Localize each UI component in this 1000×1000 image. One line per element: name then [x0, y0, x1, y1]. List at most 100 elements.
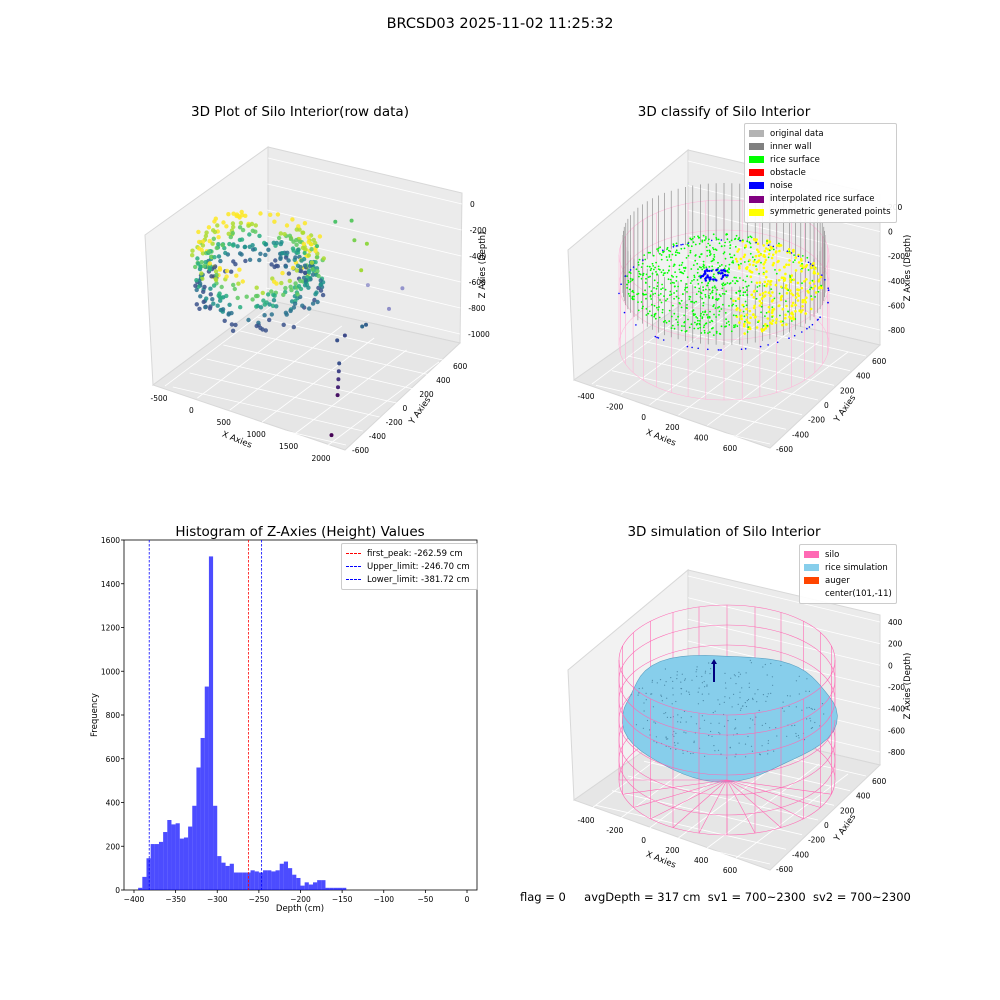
rice-surface-point: [709, 310, 711, 313]
x-tick-label: −400: [124, 895, 145, 904]
symmetric-point: [754, 254, 758, 258]
surface-point: [250, 297, 255, 302]
surface-point: [275, 212, 281, 217]
rice-surface-point: [734, 245, 737, 248]
rice-mesh-point: [643, 710, 645, 712]
x-tick-label: -400: [577, 816, 594, 825]
rice-surface-point: [649, 269, 652, 272]
rice-surface-point: [806, 256, 809, 259]
rice-mesh-point: [651, 693, 653, 695]
rice-surface-point: [675, 318, 678, 321]
rice-mesh-point: [772, 684, 774, 686]
noise-point: [642, 259, 644, 261]
rice-surface-point: [645, 297, 647, 300]
surface-point: [321, 256, 326, 261]
reference-lines: [148, 540, 263, 890]
surface-point: [209, 254, 214, 259]
surface-point: [213, 269, 219, 274]
surface-point: [217, 291, 222, 296]
rice-surface-point: [715, 332, 718, 334]
rice-mesh-point: [808, 690, 811, 693]
rice-surface-point: [743, 247, 746, 249]
x-tick-label: 200: [665, 846, 680, 855]
rice-surface-point: [698, 242, 701, 245]
y-tick-label: 1000: [101, 667, 120, 676]
rice-surface-point: [755, 297, 758, 300]
symmetric-point: [819, 275, 823, 279]
rice-surface-point: [753, 258, 756, 261]
rice-surface-point: [715, 293, 718, 295]
noise-point: [723, 273, 727, 277]
surface-point: [194, 287, 199, 293]
surface-point: [198, 264, 203, 269]
x-grid-line: [706, 341, 820, 426]
rice-surface-point: [720, 325, 723, 328]
symmetric-point: [769, 279, 773, 283]
rice-surface-point: [686, 291, 688, 293]
surface-point: [269, 312, 274, 317]
symmetric-point: [764, 327, 767, 330]
surface-point: [231, 224, 236, 230]
symmetric-point: [798, 309, 801, 313]
legend-swatch: [346, 553, 361, 555]
x-tick-label: 0: [189, 406, 194, 415]
surface-point: [193, 264, 198, 270]
rice-mesh-point: [806, 707, 808, 709]
histogram-bar: [192, 805, 197, 890]
surface-point: [282, 232, 287, 237]
rice-surface-point: [708, 266, 711, 268]
silo-floor-spoke: [726, 779, 832, 795]
surface-point: [310, 272, 316, 277]
rice-mesh-point: [698, 687, 700, 689]
rice-surface-point: [732, 303, 735, 306]
surface-point: [230, 328, 236, 333]
y-axis-label: Frequency: [90, 693, 100, 737]
rice-surface-point: [756, 286, 759, 288]
surface-point: [240, 227, 246, 233]
rice-surface-point: [734, 324, 737, 326]
surface-point: [211, 301, 216, 306]
rice-surface-point: [801, 267, 803, 270]
noise-point: [715, 269, 718, 272]
symmetric-point: [769, 294, 772, 298]
rice-mesh-point: [749, 659, 751, 662]
rice-mesh-point: [654, 722, 657, 724]
symmetric-point: [758, 293, 762, 297]
surface-point: [279, 240, 284, 245]
y-tick-label: 400: [856, 372, 871, 381]
symmetric-point: [800, 286, 804, 290]
surface-point: [303, 270, 308, 276]
noise-point: [635, 324, 637, 326]
symmetric-point: [799, 264, 803, 268]
symmetric-point: [784, 284, 788, 287]
rice-surface-point: [703, 267, 705, 269]
symmetric-point: [805, 278, 808, 281]
symmetric-point: [780, 285, 783, 289]
histogram-bar: [296, 877, 301, 890]
rice-mesh-point: [680, 687, 682, 690]
surface-point: [287, 233, 293, 238]
rice-surface-point: [708, 296, 711, 299]
rice-surface-point: [722, 284, 724, 287]
rice-surface-point: [675, 275, 678, 278]
surface-point: [207, 267, 213, 272]
legend-swatch: [749, 169, 764, 177]
rice-surface-point: [653, 287, 655, 289]
surface-point: [249, 221, 255, 227]
rice-surface-point: [695, 293, 698, 295]
rice-surface-point: [746, 289, 748, 292]
rice-mesh-point: [806, 678, 808, 680]
y-tick-label: 400: [436, 376, 451, 385]
rice-surface-point: [715, 238, 718, 241]
rice-surface-point: [668, 309, 671, 312]
surface-point: [267, 302, 272, 307]
surface-point: [204, 296, 209, 301]
legend-label: Upper_limit: -246.70 cm: [367, 561, 470, 572]
rice-surface-point: [657, 268, 660, 270]
rice-surface-point: [684, 266, 687, 269]
histogram-bar: [171, 824, 176, 891]
rice-mesh-point: [664, 668, 667, 670]
rice-surface-point: [700, 253, 702, 256]
legend-entry: symmetric generated points: [749, 206, 892, 219]
histogram-bar: [312, 882, 318, 890]
